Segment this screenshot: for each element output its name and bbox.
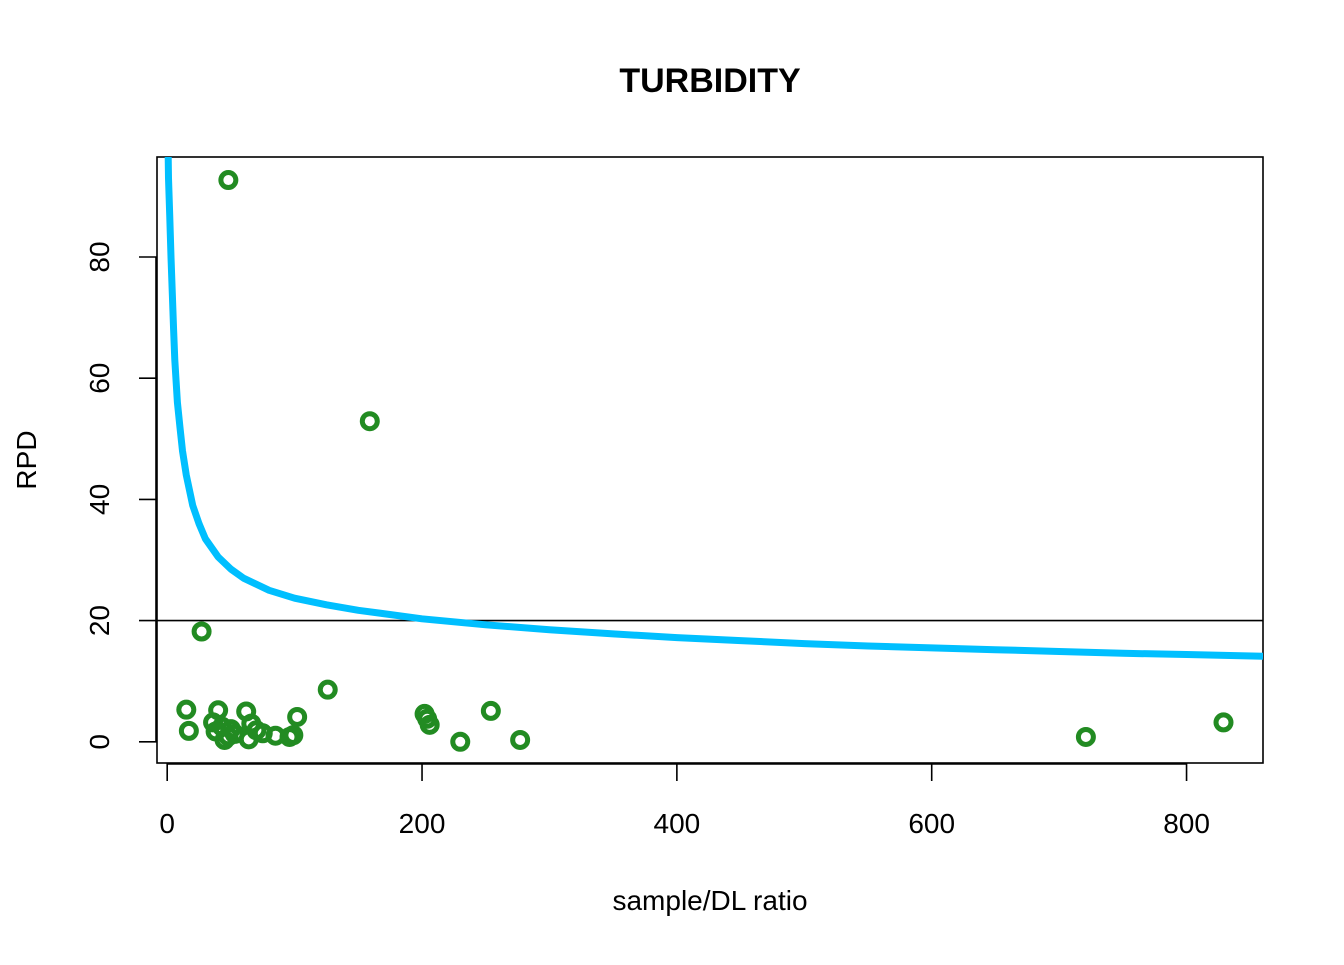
x-axis-title: sample/DL ratio	[612, 885, 807, 916]
y-tick-label: 40	[84, 484, 115, 515]
data-point	[176, 699, 197, 720]
chart-title: TURBIDITY	[619, 62, 801, 100]
data-point	[480, 700, 501, 721]
data-point	[359, 411, 380, 432]
y-axis-title: RPD	[11, 430, 42, 489]
y-tick-label: 80	[84, 241, 115, 272]
y-tick-label: 20	[84, 605, 115, 636]
data-point	[218, 170, 239, 191]
x-tick-label: 600	[908, 808, 955, 839]
data-point	[1075, 726, 1096, 747]
data-point	[283, 725, 304, 746]
data-point	[510, 729, 531, 750]
data-point	[419, 714, 440, 735]
data-point	[1213, 712, 1234, 733]
threshold-curve	[164, 157, 1263, 660]
x-tick-label: 800	[1163, 808, 1210, 839]
data-point	[208, 700, 229, 721]
data-point	[317, 679, 338, 700]
x-tick-label: 400	[654, 808, 701, 839]
plot-area: 0 200 400 600 800 0 20 40 60 80	[84, 156, 1264, 839]
x-tick-label: 0	[159, 808, 175, 839]
plot-frame	[156, 156, 1264, 764]
data-point	[287, 706, 308, 727]
y-tick-label: 0	[84, 734, 115, 750]
data-point	[191, 621, 212, 642]
data-point	[178, 720, 199, 741]
x-tick-label: 200	[399, 808, 446, 839]
y-tick-label: 60	[84, 363, 115, 394]
data-point	[450, 731, 471, 752]
